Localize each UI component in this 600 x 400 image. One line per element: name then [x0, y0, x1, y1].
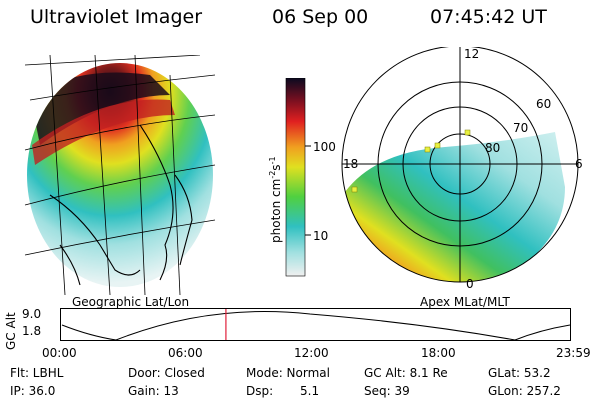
dsp-label: Dsp:: [246, 384, 274, 398]
orbit-y-high: 9.0: [22, 307, 42, 321]
orbit-x-tick-0000: 00:00: [42, 346, 77, 360]
orbit-y-low: 1.8: [22, 324, 42, 338]
mlt-label-12: 12: [464, 47, 480, 61]
glat-field: GLat: 53.2: [488, 366, 551, 380]
colorbar-tick-10: 10: [313, 229, 329, 243]
intensity-colorbar: [285, 78, 311, 277]
colorbar-tick-100: 100: [313, 140, 336, 154]
time-label: 07:45:42 UT: [430, 6, 547, 28]
mlat-label-80: 80: [485, 141, 501, 155]
gain-field: Gain: 13: [128, 384, 179, 398]
ip-field: IP: 36.0: [10, 384, 56, 398]
colorbar-unit-label: photon cm-2s-1: [268, 156, 283, 243]
mlt-label-6: 6: [575, 157, 583, 171]
mlat-label-70: 70: [513, 121, 529, 135]
left-panel-caption: Geographic Lat/Lon: [72, 295, 190, 309]
mlt-label-18: 18: [343, 157, 359, 171]
polar-plot: [341, 47, 579, 283]
dsp-value: 5.1: [300, 384, 320, 398]
orbit-x-tick-1200: 12:00: [294, 346, 329, 360]
door-field: Door: Closed: [128, 366, 205, 380]
geographic-image: [24, 55, 216, 295]
right-panel-caption: Apex MLat/MLT: [420, 295, 510, 309]
mlt-label-0: 0: [466, 277, 474, 291]
mode-field: Mode: Normal: [246, 366, 330, 380]
glon-field: GLon: 257.2: [488, 384, 561, 398]
orbit-x-tick-0600: 06:00: [168, 346, 203, 360]
seq-field: Seq: 39: [364, 384, 410, 398]
orbit-axis-title: GC Alt: [4, 312, 18, 350]
date-label: 06 Sep 00: [272, 6, 369, 28]
orbit-x-tick-2359: 23:59: [556, 346, 591, 360]
orbit-altitude-plot: [60, 308, 571, 341]
gc-alt-field: GC Alt: 8.1 Re: [364, 366, 448, 380]
orbit-x-tick-1800: 18:00: [421, 346, 456, 360]
mlat-label-60: 60: [536, 97, 552, 111]
instrument-title: Ultraviolet Imager: [30, 6, 203, 28]
filter-field: Flt: LBHL: [10, 366, 64, 380]
